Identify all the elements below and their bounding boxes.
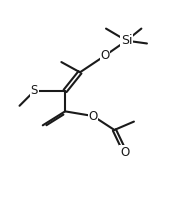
Text: O: O bbox=[100, 49, 110, 62]
Text: O: O bbox=[120, 146, 129, 159]
Text: S: S bbox=[31, 84, 38, 97]
Text: O: O bbox=[88, 110, 98, 122]
Text: Si: Si bbox=[121, 34, 132, 47]
